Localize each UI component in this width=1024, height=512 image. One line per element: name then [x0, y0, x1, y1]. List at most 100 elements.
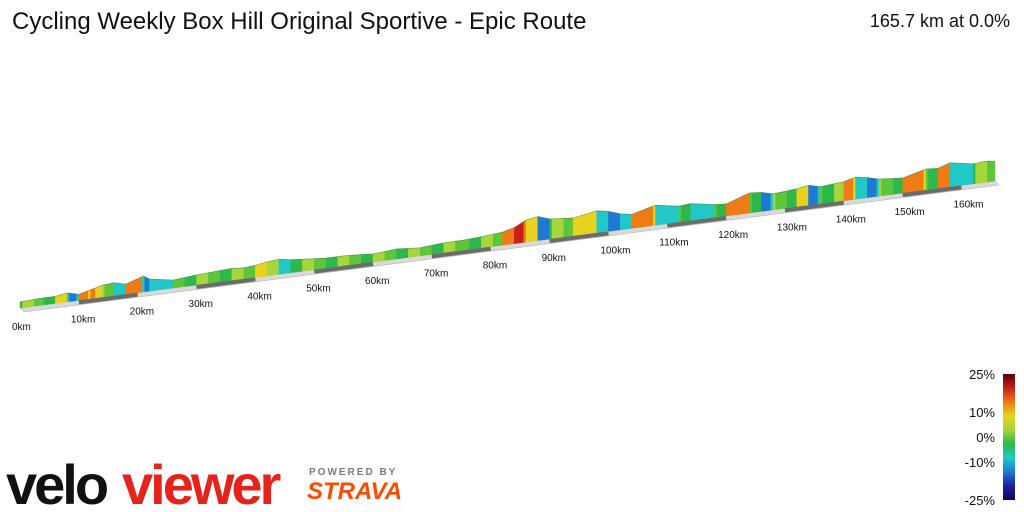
- profile-slice: [909, 174, 913, 193]
- profile-slice: [344, 255, 348, 266]
- profile-slice: [144, 276, 148, 292]
- branding: velo viewer POWERED BY STRAVA: [4, 448, 424, 512]
- profile-slice: [991, 160, 995, 182]
- profile-slice: [641, 209, 644, 228]
- profile-slice: [257, 263, 261, 278]
- profile-slice: [782, 191, 786, 209]
- profile-slice: [281, 259, 284, 275]
- profile-slice: [756, 192, 760, 213]
- strava-logo: STRAVA: [307, 478, 403, 505]
- profile-slice: [196, 274, 200, 286]
- profile-slice: [339, 255, 343, 267]
- profile-slice: [763, 192, 767, 212]
- profile-slice: [841, 181, 844, 202]
- profile-slice: [817, 186, 821, 205]
- profile-slice: [419, 247, 423, 257]
- profile-slice: [554, 218, 557, 239]
- profile-slice: [273, 259, 277, 276]
- profile-slice: [412, 247, 416, 258]
- profile-slice: [937, 167, 941, 189]
- profile-slice: [622, 213, 626, 230]
- legend-tick-label: 25%: [969, 367, 995, 382]
- profile-slice: [714, 204, 717, 218]
- profile-slice: [982, 161, 986, 183]
- logo-velo-text: velo: [6, 453, 108, 512]
- profile-slice: [429, 245, 433, 255]
- profile-slice: [695, 203, 699, 221]
- profile-slice: [417, 247, 421, 257]
- profile-slice: [483, 235, 487, 248]
- profile-slice: [537, 216, 541, 241]
- profile-slice: [184, 276, 188, 287]
- profile-slice: [321, 258, 324, 269]
- profile-slice: [109, 282, 112, 297]
- profile-slice: [485, 234, 489, 248]
- profile-slice: [820, 186, 823, 204]
- profile-slice: [269, 260, 273, 276]
- profile-slice: [436, 243, 440, 254]
- profile-slice: [459, 240, 463, 251]
- profile-slice: [627, 213, 630, 230]
- profile-slice: [608, 211, 611, 232]
- profile-slice: [31, 299, 35, 307]
- profile-slice: [354, 254, 357, 265]
- profile-slice: [761, 192, 764, 212]
- profile-slice: [561, 218, 564, 238]
- profile-slice: [128, 281, 131, 295]
- profile-slice: [542, 217, 546, 241]
- profile-slice: [57, 294, 61, 304]
- profile-slice: [702, 203, 706, 220]
- profile-slice: [930, 168, 934, 190]
- x-tick-label: 40km: [247, 291, 271, 302]
- profile-slice: [172, 279, 176, 289]
- profile-slice: [382, 251, 386, 262]
- profile-slice: [709, 204, 713, 219]
- profile-slice: [311, 258, 315, 271]
- profile-slice: [657, 205, 661, 226]
- profile-slice: [95, 286, 98, 299]
- profile-slice: [156, 279, 160, 291]
- profile-slice: [104, 284, 108, 298]
- profile-slice: [19, 301, 23, 309]
- profile-slice: [528, 218, 531, 243]
- profile-slice: [544, 217, 548, 240]
- profile-slice: [918, 170, 922, 192]
- x-tick-label: 160km: [953, 199, 983, 210]
- profile-slice: [278, 259, 282, 275]
- profile-slice: [598, 210, 602, 233]
- profile-slice: [805, 185, 809, 206]
- profile-slice: [977, 162, 981, 184]
- profile-slice: [457, 240, 461, 252]
- profile-slice: [603, 210, 607, 233]
- profile-slice: [290, 259, 294, 273]
- profile-slice: [217, 270, 221, 283]
- profile-slice: [551, 218, 555, 239]
- profile-slice: [721, 203, 724, 217]
- profile-slice: [168, 279, 171, 289]
- profile-slice: [674, 205, 677, 223]
- profile-slice: [933, 168, 936, 190]
- profile-slice: [113, 282, 117, 296]
- profile-slice: [153, 279, 157, 291]
- profile-slice: [92, 287, 96, 299]
- profile-slice: [518, 222, 522, 244]
- profile-slice: [798, 187, 802, 207]
- profile-slice: [619, 213, 623, 231]
- x-tick-label: 0km: [12, 322, 31, 333]
- profile-slice: [441, 242, 444, 254]
- profile-slice: [325, 257, 329, 269]
- profile-slice: [704, 203, 708, 220]
- profile-slice: [62, 293, 65, 303]
- profile-slice: [26, 299, 30, 308]
- profile-slice: [572, 216, 576, 237]
- profile-slice: [90, 288, 94, 300]
- profile-slice: [370, 253, 374, 263]
- profile-slice: [330, 256, 334, 268]
- profile-slice: [652, 204, 656, 226]
- profile-slice: [504, 230, 508, 246]
- profile-slice: [389, 249, 393, 261]
- profile-slice: [97, 285, 101, 299]
- profile-slice: [219, 269, 223, 283]
- profile-slice: [883, 178, 887, 196]
- profile-slice: [161, 279, 164, 290]
